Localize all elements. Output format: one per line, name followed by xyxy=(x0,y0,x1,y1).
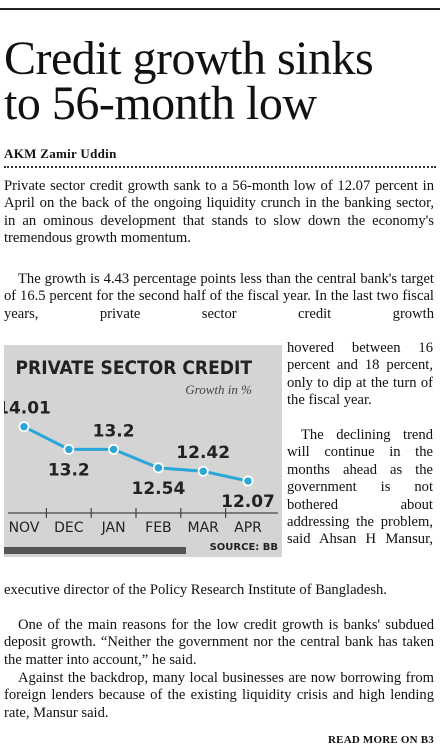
read-more-link[interactable]: READ MORE ON B3 xyxy=(328,734,434,746)
paragraph-2-side: hovered between 16 percent and 18 percen… xyxy=(287,340,433,409)
data-point xyxy=(152,462,164,474)
headline-line-1: Credit growth sinks xyxy=(4,32,374,85)
paragraph-3-side: The declining trend will continue in the… xyxy=(287,427,433,548)
data-point xyxy=(18,421,30,433)
paragraph-3-full: executive director of the Policy Researc… xyxy=(4,582,387,598)
dotted-divider xyxy=(4,166,436,168)
paragraph-4: One of the main reasons for the low cred… xyxy=(4,617,434,668)
chart-source: SOURCE: BB xyxy=(4,542,282,558)
credit-growth-chart: PRIVATE SECTOR CREDIT Growth in % 14.011… xyxy=(4,345,282,557)
data-point xyxy=(242,475,254,487)
x-tick-label: FEB xyxy=(145,520,172,536)
x-tick-label: DEC xyxy=(54,520,84,536)
chart-subtitle: Growth in % xyxy=(185,382,252,397)
x-axis-labels: NOV DEC JAN FEB MAR APR xyxy=(9,520,263,536)
series-line xyxy=(23,425,249,483)
paragraph-2-full: The growth is 4.43 percentage points les… xyxy=(4,271,434,322)
data-label: 13.2 xyxy=(93,421,135,441)
source-bar xyxy=(4,547,186,554)
data-label: 13.2 xyxy=(48,460,90,480)
byline: AKM Zamir Uddin xyxy=(4,146,117,162)
x-tick-label: MAR xyxy=(188,520,220,536)
source-label: SOURCE: BB xyxy=(209,542,278,553)
paragraph-1: Private sector credit growth sank to a 5… xyxy=(4,178,434,247)
data-label: 14.01 xyxy=(4,399,51,419)
x-tick-label: APR xyxy=(234,520,262,536)
data-point xyxy=(197,465,209,477)
chart-title: PRIVATE SECTOR CREDIT xyxy=(16,357,253,379)
top-rule xyxy=(0,8,440,10)
data-label: 12.42 xyxy=(176,443,230,463)
paragraph-5: Against the backdrop, many local busines… xyxy=(4,670,434,721)
x-axis-ticks xyxy=(45,508,227,518)
data-label: 12.07 xyxy=(221,492,275,512)
byline-name: AKM Zamir Uddin xyxy=(4,146,117,161)
data-point xyxy=(63,443,75,455)
headline: Credit growth sinks to 56-month low xyxy=(4,35,436,128)
series-group xyxy=(18,421,254,487)
chart-svg: PRIVATE SECTOR CREDIT Growth in % 14.011… xyxy=(4,357,278,536)
data-point xyxy=(108,443,120,455)
headline-line-2: to 56-month low xyxy=(4,77,317,130)
x-tick-label: NOV xyxy=(9,520,40,536)
x-tick-label: JAN xyxy=(101,520,126,536)
data-label: 12.54 xyxy=(132,479,186,499)
data-labels-group: 14.01 13.213.2 12.54 12.42 12.07 xyxy=(4,399,275,512)
